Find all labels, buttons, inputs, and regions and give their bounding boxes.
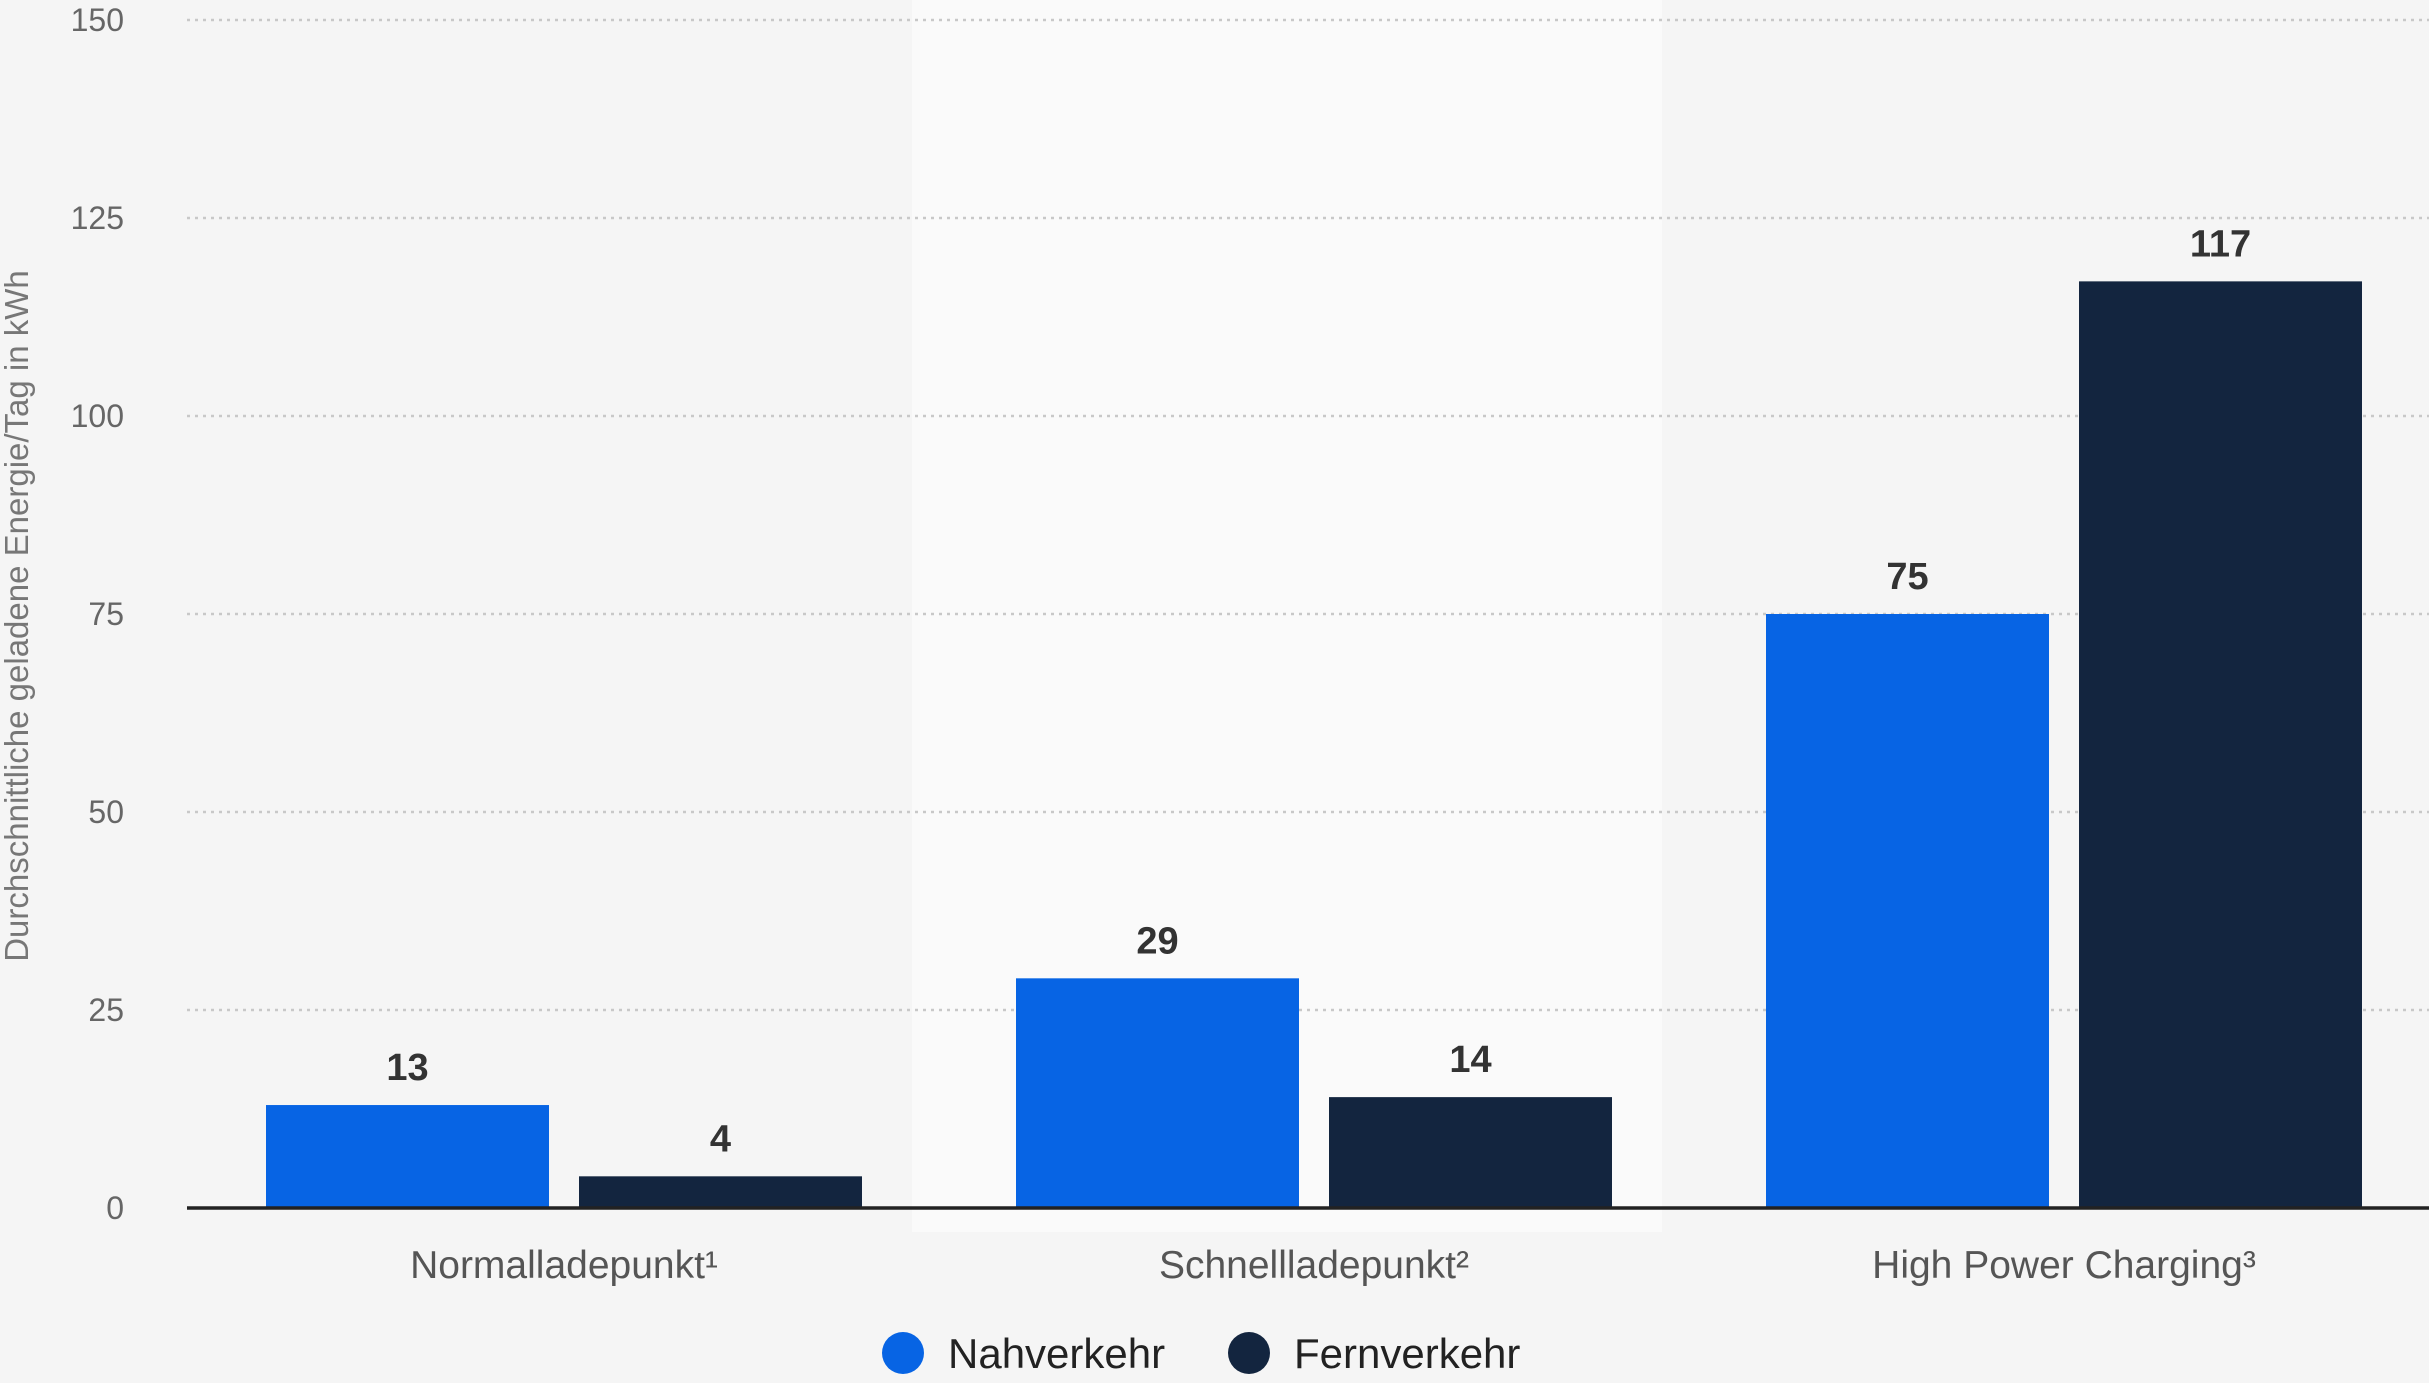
x-tick-label-2: High Power Charging³ — [1872, 1244, 2256, 1287]
bar-fernverkehr-2 — [2079, 281, 2362, 1208]
x-tick-label-0: Normalladepunkt¹ — [410, 1244, 718, 1287]
y-tick-label-100: 100 — [71, 398, 124, 434]
data-label-fernverkehr-0: 4 — [710, 1118, 731, 1160]
data-label-nahverkehr-2: 75 — [1886, 556, 1928, 598]
data-label-nahverkehr-0: 13 — [386, 1047, 428, 1089]
legend-marker-fernverkehr[interactable] — [1228, 1332, 1270, 1374]
data-label-fernverkehr-1: 14 — [1449, 1039, 1491, 1081]
y-tick-label-25: 25 — [88, 992, 124, 1028]
bar-fernverkehr-1 — [1329, 1097, 1612, 1208]
bar-nahverkehr-2 — [1766, 614, 2049, 1208]
bar-fernverkehr-0 — [579, 1176, 862, 1208]
legend-marker-nahverkehr[interactable] — [882, 1332, 924, 1374]
bar-nahverkehr-1 — [1016, 978, 1299, 1208]
y-tick-label-0: 0 — [106, 1190, 124, 1226]
y-axis-title: Durchschnittliche geladene Energie/Tag i… — [0, 270, 35, 962]
legend-label-fernverkehr[interactable]: Fernverkehr — [1294, 1330, 1520, 1377]
category-labels: Normalladepunkt¹ Schnellladepunkt² High Po… — [410, 1244, 2256, 1287]
data-label-fernverkehr-2: 117 — [2190, 223, 2251, 265]
bars — [266, 281, 2362, 1208]
gridlines — [187, 18, 2429, 1012]
y-tick-label-125: 125 — [71, 200, 124, 236]
y-tick-label-75: 75 — [88, 596, 124, 632]
legend-label-nahverkehr[interactable]: Nahverkehr — [948, 1330, 1165, 1377]
x-tick-label-1: Schnellladepunkt² — [1159, 1244, 1469, 1287]
legend: Nahverkehr Fernverkehr — [882, 1330, 1520, 1377]
y-tick-label-50: 50 — [88, 794, 124, 830]
bar-nahverkehr-0 — [266, 1105, 549, 1208]
value-labels: 13 4 29 14 75 117 — [386, 223, 2251, 1160]
data-label-nahverkehr-1: 29 — [1136, 920, 1178, 962]
y-axis-ticks: 0 25 50 75 100 125 150 — [71, 2, 124, 1226]
y-tick-label-150: 150 — [71, 2, 124, 38]
